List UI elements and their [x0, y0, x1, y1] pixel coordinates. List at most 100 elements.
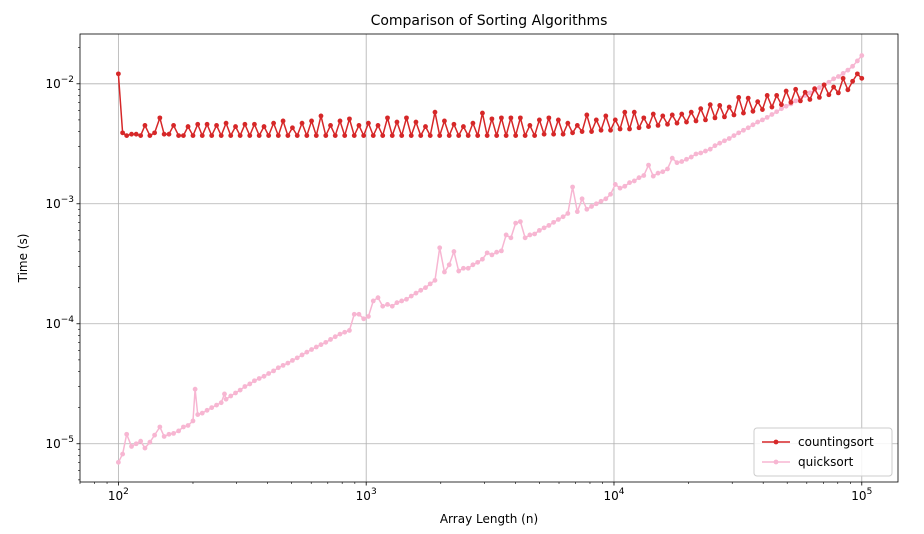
data-point-quicksort — [570, 184, 575, 190]
data-point-quicksort — [204, 407, 210, 413]
data-point-countingsort — [627, 126, 632, 132]
data-point-quicksort — [157, 424, 163, 430]
data-point-quicksort — [142, 445, 148, 451]
data-point-quicksort — [826, 79, 832, 85]
data-point-countingsort — [750, 108, 756, 114]
data-point-countingsort — [722, 114, 727, 120]
data-point-countingsort — [389, 133, 395, 139]
data-point-countingsort — [612, 117, 618, 123]
data-point-quicksort — [617, 185, 623, 191]
legend-swatch-marker — [773, 439, 779, 445]
data-point-countingsort — [508, 115, 514, 121]
series-line-quicksort — [117, 55, 863, 463]
data-point-quicksort — [755, 119, 761, 125]
data-point-quicksort — [370, 298, 376, 304]
data-point-quicksort — [423, 285, 428, 291]
data-point-quicksort — [536, 228, 542, 233]
data-point-quicksort — [717, 140, 723, 146]
series-layer — [115, 53, 865, 465]
data-point-countingsort — [584, 112, 590, 118]
data-point-quicksort — [650, 173, 656, 179]
data-point-quicksort — [185, 423, 191, 428]
data-point-quicksort — [304, 349, 310, 355]
data-point-quicksort — [418, 287, 424, 293]
data-point-countingsort — [218, 133, 224, 139]
legend-item-countingsort: countingsort — [762, 435, 874, 449]
data-point-countingsort — [707, 102, 713, 108]
data-point-countingsort — [698, 106, 704, 112]
data-point-quicksort — [741, 127, 746, 133]
data-point-countingsort — [294, 133, 300, 139]
data-point-countingsort — [223, 120, 229, 126]
data-point-countingsort — [831, 84, 837, 90]
data-point-countingsort — [166, 131, 172, 137]
data-point-quicksort — [589, 204, 594, 209]
data-point-quicksort — [228, 393, 234, 399]
data-point-quicksort — [660, 169, 666, 175]
data-point-quicksort — [769, 112, 775, 117]
data-point-countingsort — [275, 133, 281, 139]
data-point-countingsort — [850, 78, 856, 84]
series-countingsort — [115, 71, 865, 139]
data-point-countingsort — [570, 130, 575, 136]
data-point-countingsort — [603, 113, 609, 119]
data-point-quicksort — [760, 117, 765, 123]
data-point-quicksort — [120, 451, 126, 457]
x-tick-label: 104 — [603, 487, 624, 503]
data-point-countingsort — [399, 133, 405, 139]
data-point-countingsort — [812, 86, 818, 92]
data-point-countingsort — [408, 133, 414, 139]
y-axis-label: Time (s) — [16, 234, 30, 284]
data-point-quicksort — [636, 175, 642, 181]
data-point-countingsort — [684, 119, 689, 125]
data-point-quicksort — [475, 259, 481, 265]
data-point-countingsort — [385, 115, 390, 121]
data-point-quicksort — [655, 170, 661, 176]
data-point-quicksort — [451, 249, 457, 254]
data-point-countingsort — [446, 133, 452, 139]
data-point-countingsort — [247, 133, 253, 139]
data-point-quicksort — [465, 265, 471, 271]
data-point-countingsort — [437, 133, 443, 139]
data-point-countingsort — [404, 115, 409, 121]
data-point-quicksort — [722, 138, 727, 144]
data-point-countingsort — [442, 118, 447, 124]
data-point-countingsort — [347, 116, 352, 122]
data-point-countingsort — [807, 97, 813, 102]
data-point-quicksort — [555, 217, 561, 222]
data-point-quicksort — [774, 109, 780, 115]
data-point-quicksort — [598, 198, 604, 204]
data-point-quicksort — [171, 430, 176, 436]
data-point-countingsort — [622, 109, 628, 115]
data-point-quicksort — [850, 63, 856, 69]
data-point-countingsort — [840, 75, 846, 81]
data-point-countingsort — [470, 120, 476, 126]
data-point-countingsort — [129, 131, 134, 137]
data-point-quicksort — [290, 358, 295, 363]
data-point-quicksort — [707, 146, 713, 152]
data-point-countingsort — [484, 133, 490, 139]
data-point-quicksort — [679, 159, 685, 164]
data-point-quicksort — [318, 342, 324, 348]
data-point-countingsort — [142, 123, 148, 128]
data-point-countingsort — [560, 131, 566, 137]
data-point-countingsort — [536, 117, 542, 123]
data-point-countingsort — [394, 119, 400, 125]
data-point-quicksort — [385, 302, 390, 307]
data-point-quicksort — [222, 391, 227, 397]
data-point-quicksort — [252, 378, 257, 384]
data-point-countingsort — [465, 133, 471, 139]
data-point-countingsort — [214, 123, 219, 128]
data-point-quicksort — [527, 232, 533, 238]
data-point-countingsort — [665, 121, 670, 127]
data-point-countingsort — [703, 117, 708, 123]
data-point-quicksort — [209, 405, 215, 411]
data-point-quicksort — [115, 459, 121, 465]
data-point-quicksort — [489, 252, 495, 258]
data-point-countingsort — [133, 131, 139, 137]
data-point-countingsort — [731, 112, 737, 118]
data-point-quicksort — [181, 424, 186, 430]
data-point-quicksort — [646, 162, 651, 168]
ticks: 102 103 104 105 10−5 10−4 10−3 10−2 — [45, 47, 872, 503]
data-point-countingsort — [589, 129, 594, 134]
